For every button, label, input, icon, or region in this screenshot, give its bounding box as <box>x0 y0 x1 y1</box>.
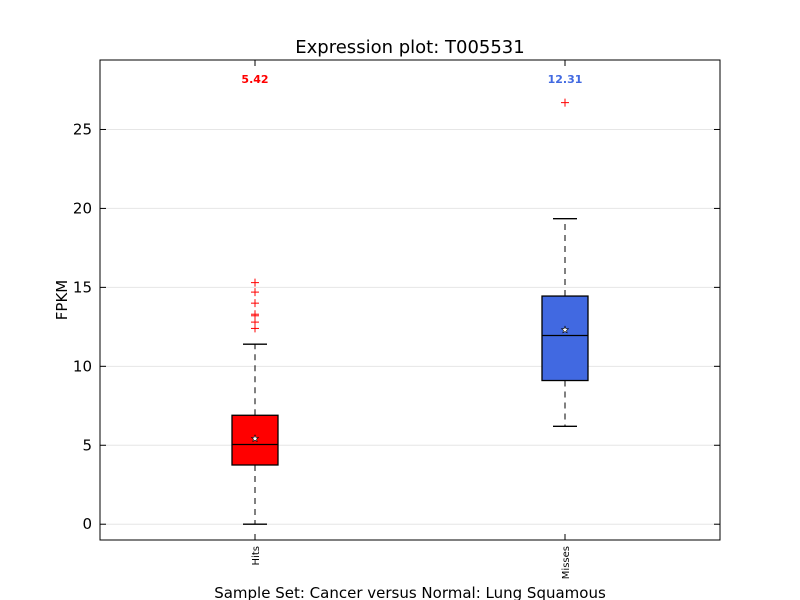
box-misses: 12.31 <box>541 73 589 427</box>
box-iqr <box>231 414 279 466</box>
y-tick-label: 10 <box>73 357 92 375</box>
plot-frame <box>99 59 721 541</box>
outlier-point <box>251 278 259 287</box>
mean-marker <box>250 434 260 443</box>
outlier-point <box>251 299 259 308</box>
y-tick-label: 25 <box>73 120 92 138</box>
y-tick-label: 0 <box>82 515 92 533</box>
y-tick-label: 15 <box>73 278 92 296</box>
mean-marker <box>560 325 570 334</box>
outlier-point <box>561 98 569 107</box>
mean-value-label: 5.42 <box>241 73 268 86</box>
mean-value-label: 12.31 <box>548 73 583 86</box>
box-iqr <box>541 295 589 382</box>
category-label: Misses <box>561 546 572 579</box>
outlier-point <box>251 288 259 297</box>
x-axis-label: Sample Set: Cancer versus Normal: Lung S… <box>214 584 606 600</box>
y-axis: 0 5 10 15 20 25 Hits Misses <box>73 60 720 579</box>
y-axis-label: FPKM <box>53 280 71 320</box>
y-tick-label: 20 <box>73 199 92 217</box>
category-label: Hits <box>251 546 262 565</box>
outlier-point <box>251 310 259 319</box>
plot-area: 5.42 12.31 <box>231 73 589 525</box>
box-hits: 5.42 <box>231 73 279 525</box>
chart-title: Expression plot: T005531 <box>295 37 524 58</box>
y-tick-label: 5 <box>82 436 92 454</box>
grid-lines <box>100 128 720 525</box>
